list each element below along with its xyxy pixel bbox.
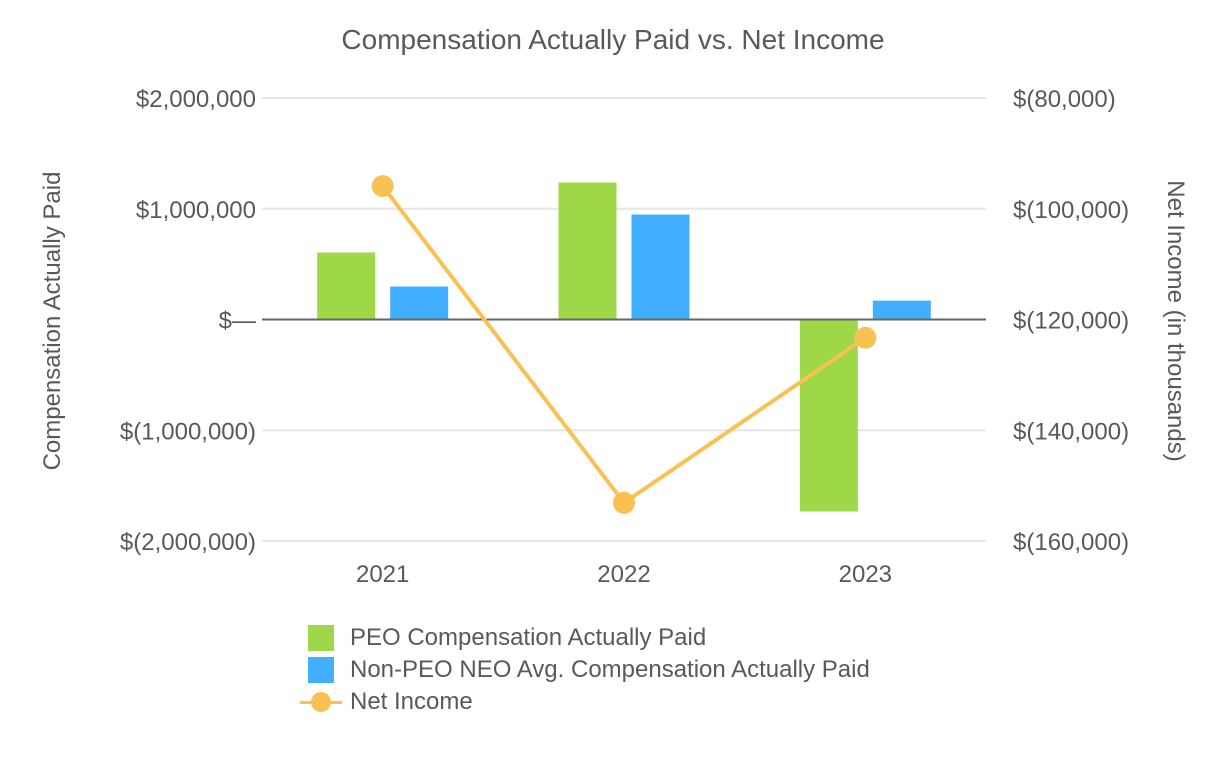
data-point[interactable] [371,175,394,198]
blue-square-icon [308,657,334,683]
legend-item-non-peo[interactable]: Non-PEO NEO Avg. Compensation Actually P… [300,654,870,686]
legend: PEO Compensation Actually Paid Non-PEO N… [300,622,870,718]
bar[interactable] [558,182,617,320]
chart-title: Compensation Actually Paid vs. Net Incom… [341,24,885,55]
bar[interactable] [631,214,690,320]
left-tick-label: $— [219,308,256,335]
right-tick-label: $(100,000) [1013,197,1129,224]
legend-item-peo[interactable]: PEO Compensation Actually Paid [300,622,870,654]
left-tick-label: $2,000,000 [136,86,256,113]
x-axis-ticks: 2021 2022 2023 [356,561,892,588]
legend-label: Net Income [350,688,473,715]
data-point[interactable] [854,326,877,349]
right-tick-label: $(160,000) [1013,529,1129,556]
green-square-icon [308,625,334,651]
bar[interactable] [390,286,449,320]
left-tick-label: $(1,000,000) [120,418,256,445]
x-tick-label: 2023 [839,561,892,588]
net-income-line [371,175,877,514]
right-axis-ticks: $(80,000) $(100,000) $(120,000) $(140,000) $… [1013,86,1129,556]
left-axis-ticks: $2,000,000 $1,000,000 $— $(1,000,000) $(2,00… [120,86,256,556]
x-tick-label: 2022 [597,561,650,588]
x-tick-label: 2021 [356,561,409,588]
data-point[interactable] [613,491,635,514]
line-marker-icon [300,689,342,715]
bar[interactable] [317,252,376,320]
left-tick-label: $(2,000,000) [120,529,256,556]
right-tick-label: $(140,000) [1013,418,1129,445]
bars [317,182,931,512]
gridlines [262,97,986,542]
right-axis-title: Net Income (in thousands) [1162,180,1189,461]
left-axis-title: Compensation Actually Paid [39,172,66,471]
right-tick-label: $(120,000) [1013,308,1129,335]
legend-label: Non-PEO NEO Avg. Compensation Actually P… [350,656,870,683]
legend-label: PEO Compensation Actually Paid [350,624,707,651]
bar[interactable] [872,300,931,320]
right-tick-label: $(80,000) [1013,86,1116,113]
legend-item-net-income[interactable]: Net Income [300,686,870,718]
left-tick-label: $1,000,000 [136,197,256,224]
